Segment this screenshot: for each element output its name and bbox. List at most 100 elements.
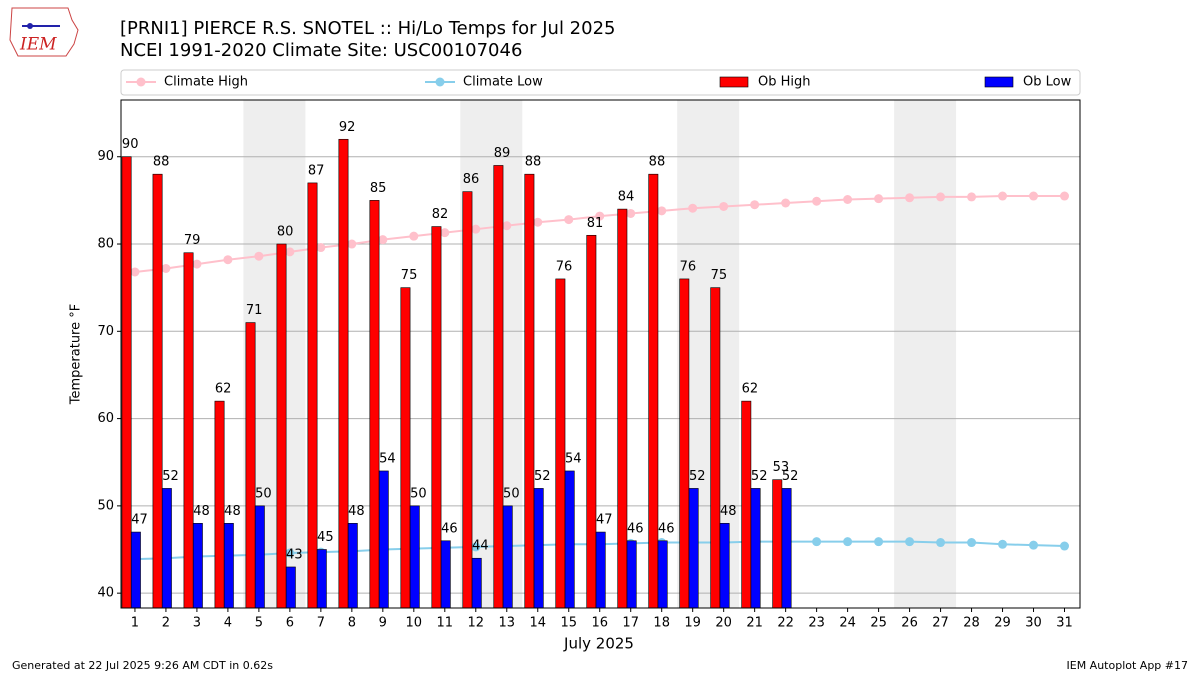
- x-tick-label: 16: [591, 616, 608, 631]
- bar: [524, 173, 535, 609]
- data-label: 88: [649, 155, 666, 170]
- legend-swatch: [984, 76, 1014, 88]
- x-tick-label: 1: [131, 616, 139, 631]
- footer-left: Generated at 22 Jul 2025 9:26 AM CDT in …: [12, 659, 273, 672]
- x-tick-label: 23: [808, 616, 825, 631]
- point: [998, 191, 1008, 201]
- data-label: 44: [472, 539, 489, 554]
- legend-label: Climate Low: [463, 75, 543, 90]
- data-label: 46: [441, 521, 458, 536]
- bar: [192, 523, 203, 609]
- legend-marker: [136, 77, 146, 87]
- point: [719, 201, 729, 211]
- point: [285, 548, 295, 558]
- point: [1029, 540, 1039, 550]
- bar: [586, 234, 597, 609]
- plot-frame: [120, 99, 1081, 609]
- chart-title: [PRNI1] PIERCE R.S. SNOTEL :: Hi/Lo Temp…: [120, 18, 615, 39]
- point: [905, 193, 915, 203]
- point: [843, 537, 853, 547]
- data-label: 53: [773, 460, 790, 475]
- point: [967, 192, 977, 202]
- x-tick-label: 17: [622, 616, 639, 631]
- x-axis-label: July 2025: [563, 635, 634, 653]
- point: [192, 259, 202, 269]
- x-tick-label: 4: [224, 616, 232, 631]
- bar: [183, 252, 194, 609]
- bar: [285, 566, 296, 609]
- x-tick-label: 2: [162, 616, 170, 631]
- data-label: 81: [587, 216, 604, 231]
- bar: [462, 191, 473, 609]
- point: [967, 538, 977, 548]
- bar: [781, 488, 792, 609]
- bar: [471, 557, 482, 609]
- point: [502, 221, 512, 231]
- bar: [657, 540, 668, 609]
- legend-box: [120, 69, 1081, 96]
- bar: [307, 182, 318, 609]
- x-tick-label: 3: [193, 616, 201, 631]
- y-axis-label: Temperature °F: [69, 304, 84, 405]
- y-tick-label: 80: [97, 237, 114, 252]
- bar: [679, 278, 690, 609]
- legend-swatch: [719, 76, 749, 88]
- data-label: 84: [618, 190, 635, 205]
- legend-marker: [435, 77, 445, 87]
- point: [1029, 191, 1039, 201]
- point: [285, 247, 295, 257]
- bar: [214, 400, 225, 609]
- bar: [741, 400, 752, 609]
- bar: [626, 540, 637, 609]
- point: [750, 200, 760, 210]
- point: [1060, 541, 1070, 551]
- bar: [772, 479, 783, 609]
- x-tick-label: 30: [1025, 616, 1042, 631]
- x-tick-label: 11: [437, 616, 454, 631]
- y-tick-label: 40: [97, 586, 114, 601]
- point: [781, 198, 791, 208]
- data-label: 85: [370, 181, 387, 196]
- bar: [316, 549, 327, 609]
- chart-subtitle: NCEI 1991-2020 Climate Site: USC00107046: [120, 40, 522, 61]
- data-label: 45: [317, 530, 334, 545]
- x-tick-label: 22: [777, 616, 794, 631]
- data-label: 52: [782, 469, 799, 484]
- bar: [276, 243, 287, 609]
- data-label: 47: [131, 513, 148, 528]
- data-label: 48: [348, 504, 365, 519]
- bar: [750, 488, 761, 609]
- bar: [130, 531, 141, 609]
- point: [812, 537, 822, 547]
- x-tick-label: 24: [839, 616, 856, 631]
- data-label: 86: [463, 172, 480, 187]
- x-tick-label: 19: [684, 616, 701, 631]
- data-label: 47: [596, 513, 613, 528]
- point: [130, 267, 140, 277]
- data-label: 92: [339, 120, 356, 135]
- data-label: 88: [153, 155, 170, 170]
- bar: [121, 156, 132, 609]
- bar: [440, 540, 451, 609]
- x-tick-label: 31: [1056, 616, 1073, 631]
- bar: [564, 470, 575, 609]
- y-tick-label: 90: [97, 149, 114, 164]
- bar: [369, 200, 380, 609]
- data-label: 76: [556, 259, 573, 274]
- data-label: 50: [255, 486, 272, 501]
- data-label: 50: [503, 486, 520, 501]
- y-tick-label: 70: [97, 324, 114, 339]
- data-label: 48: [720, 504, 737, 519]
- point: [471, 542, 481, 552]
- data-label: 88: [525, 155, 542, 170]
- point: [347, 239, 357, 249]
- x-tick-label: 8: [348, 616, 356, 631]
- x-tick-label: 15: [560, 616, 577, 631]
- data-label: 50: [410, 486, 427, 501]
- bar: [595, 531, 606, 609]
- point: [874, 537, 884, 547]
- point: [533, 217, 543, 227]
- bar: [338, 138, 349, 609]
- x-tick-label: 26: [901, 616, 918, 631]
